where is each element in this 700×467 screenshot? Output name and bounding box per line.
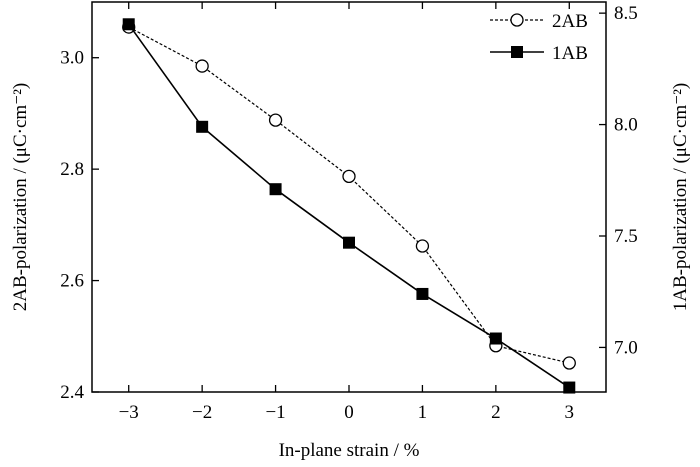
legend-marker-1ab: [511, 46, 523, 58]
y-right-tick-label: 7.0: [614, 337, 638, 358]
legend: 2AB 1AB: [490, 11, 588, 64]
x-tick-label: −3: [119, 402, 139, 423]
series-line-2ab: [128, 26, 570, 364]
tick-labels: −3 −2 −1 0 1 2 3 2.4 2.6 2.8 3.0 7.0 7.5 8.0 8.5: [60, 3, 638, 423]
data-point-2ab: [342, 169, 356, 184]
y-left-tick-label: 2.4: [60, 382, 84, 403]
data-point-2ab: [195, 59, 209, 73]
legend-label-1ab: 1AB: [552, 43, 588, 64]
series-layer: [122, 18, 576, 394]
data-point-1ab: [122, 18, 135, 31]
x-tick-label: 1: [418, 402, 428, 423]
x-axis-label: In-plane strain / %: [279, 440, 420, 461]
y-left-tick-label: 2.8: [60, 159, 84, 180]
y-axis-left-label: 2AB-polarization / (μC·cm⁻²): [10, 83, 31, 312]
x-tick-label: 3: [565, 402, 575, 423]
y-axis-right-label: 1AB-polarization / (μC·cm⁻²): [670, 83, 691, 312]
data-point-1ab: [563, 381, 576, 394]
y-right-tick-label: 8.0: [614, 115, 638, 136]
data-point-2ab: [415, 239, 430, 253]
x-tick-label: 0: [344, 402, 354, 423]
y-left-tick-label: 3.0: [60, 48, 84, 69]
legend-marker-2ab: [510, 13, 524, 27]
data-point-1ab: [343, 236, 355, 249]
plot-frame: [91, 1, 607, 393]
data-point-1ab: [269, 183, 282, 196]
x-tick-label: 2: [491, 402, 501, 423]
data-point-1ab: [489, 332, 502, 345]
x-tick-label: −1: [265, 402, 285, 423]
y-right-tick-label: 8.5: [614, 3, 638, 24]
series-line-1ab: [128, 23, 570, 389]
legend-label-2ab: 2AB: [552, 11, 588, 32]
data-point-1ab: [416, 287, 429, 300]
y-left-tick-label: 2.6: [60, 271, 84, 292]
x-tick-label: −2: [192, 402, 212, 423]
y-right-tick-label: 7.5: [614, 226, 638, 247]
data-point-1ab: [196, 120, 209, 133]
data-point-2ab: [562, 356, 576, 370]
ticks: [92, 2, 606, 393]
data-point-2ab: [268, 113, 283, 127]
